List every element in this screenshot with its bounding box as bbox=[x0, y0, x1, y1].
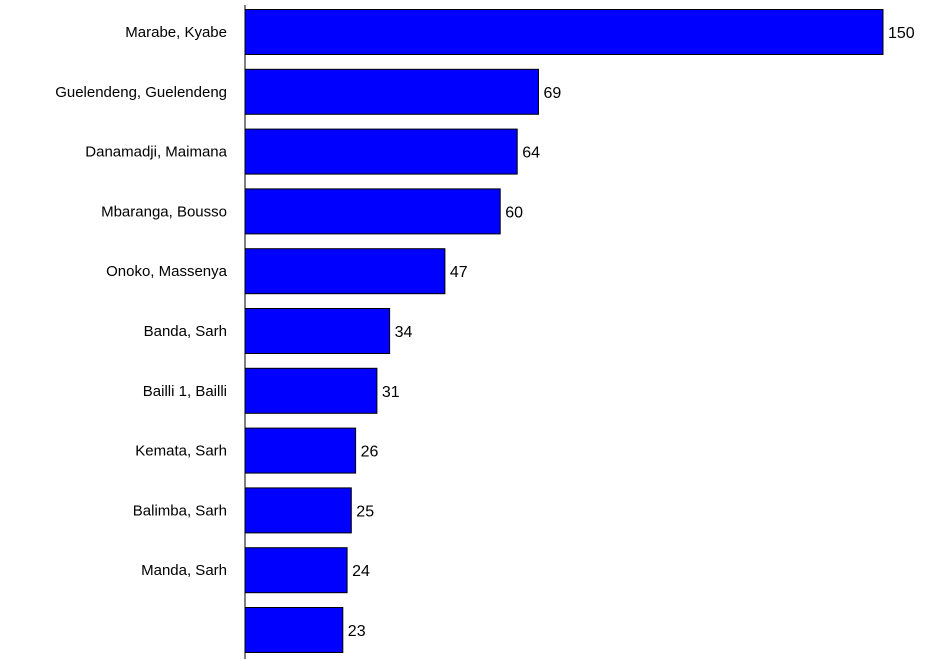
category-label: Kemata, Sarh bbox=[135, 443, 227, 460]
value-label: 150 bbox=[888, 25, 915, 42]
value-label: 34 bbox=[395, 324, 413, 341]
bar bbox=[244, 68, 539, 115]
bar bbox=[244, 308, 391, 354]
value-label: 31 bbox=[382, 384, 400, 401]
value-label: 23 bbox=[348, 623, 366, 640]
value-labels-group: 150 69 64 60 47 34 31 26 25 24 23 bbox=[348, 25, 915, 640]
value-label: 69 bbox=[544, 85, 562, 102]
bar bbox=[244, 487, 352, 534]
category-label: Guelendeng, Guelendeng bbox=[55, 84, 227, 101]
value-label: 25 bbox=[356, 503, 374, 520]
bar bbox=[244, 367, 378, 414]
bar bbox=[244, 607, 344, 653]
value-label: 26 bbox=[361, 444, 379, 461]
bar bbox=[244, 188, 501, 235]
bars-group bbox=[244, 9, 884, 653]
bar bbox=[244, 128, 518, 175]
bar bbox=[244, 547, 348, 594]
category-label: Mbaranga, Bousso bbox=[101, 203, 227, 220]
value-label: 60 bbox=[505, 204, 523, 221]
category-label: Danamadji, Maimana bbox=[85, 144, 227, 161]
value-label: 64 bbox=[522, 145, 540, 162]
value-label: 24 bbox=[352, 563, 370, 580]
category-label: Onoko, Massenya bbox=[106, 263, 228, 280]
category-label: Bailli 1, Bailli bbox=[143, 383, 227, 400]
category-label: Balimba, Sarh bbox=[133, 502, 227, 519]
bar bbox=[244, 427, 357, 474]
category-label: Banda, Sarh bbox=[144, 323, 227, 340]
category-label: Marabe, Kyabe bbox=[125, 24, 227, 41]
category-label: Manda, Sarh bbox=[141, 562, 227, 579]
value-label: 47 bbox=[450, 264, 468, 281]
bar bbox=[244, 9, 884, 55]
category-labels-group: Marabe, Kyabe Guelendeng, Guelendeng Danam… bbox=[55, 24, 227, 579]
bar bbox=[244, 248, 446, 295]
